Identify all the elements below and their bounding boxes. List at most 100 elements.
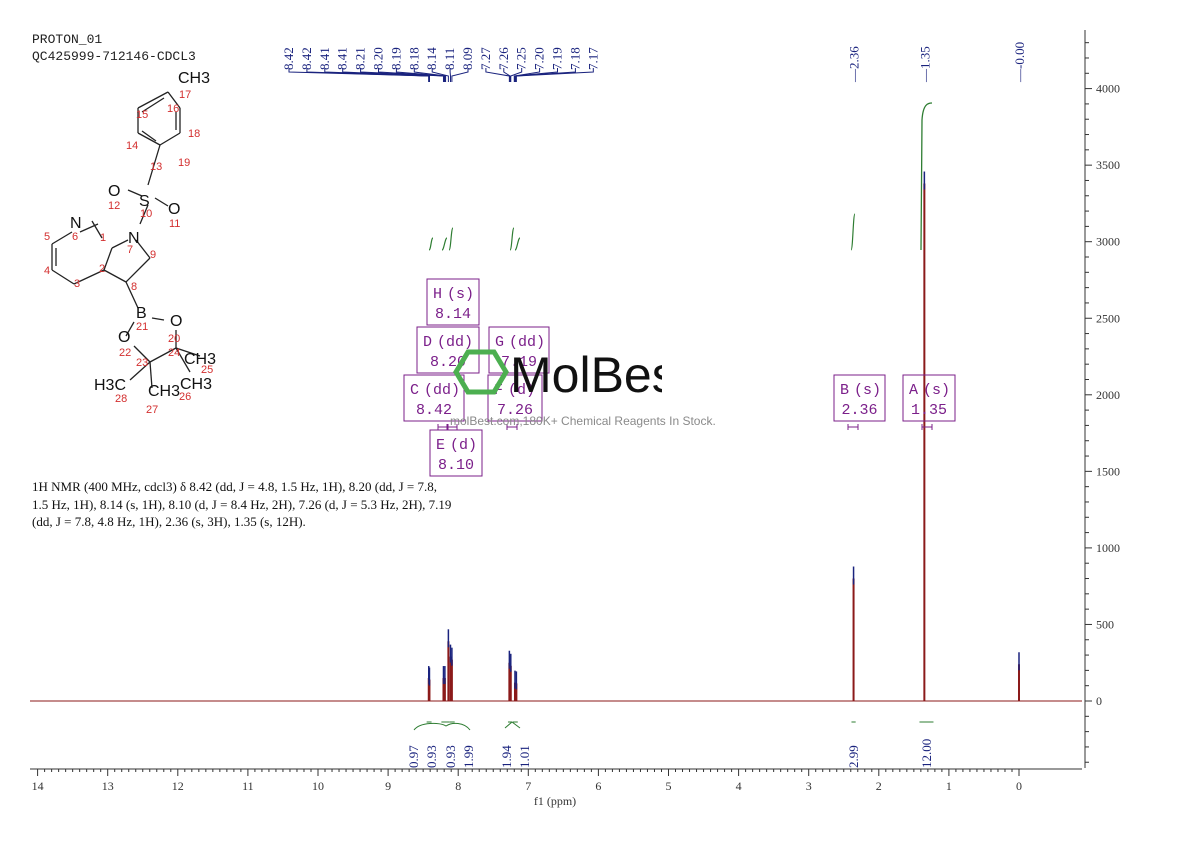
structure-bond (73, 269, 105, 285)
structure-atom-label: 5 (44, 231, 50, 243)
multiplet-box (403, 374, 465, 422)
multiplet-box (487, 374, 543, 422)
peak-shift-label: 8.21 (353, 47, 368, 70)
y-tick-label: 1500 (1096, 464, 1120, 478)
structure-bond (127, 189, 143, 197)
structure-atom-label: O (108, 183, 120, 200)
peak-label-leader (514, 68, 558, 82)
structure-atom-label: 24 (168, 347, 180, 359)
structure-bond (129, 361, 151, 381)
peak-shift-label: 7.25 (514, 47, 529, 70)
peak-shift-label: 8.42 (299, 47, 314, 70)
multiplet-letter: F (494, 382, 503, 399)
structure-bond (91, 220, 103, 239)
multiplet-shift: 7.19 (501, 354, 537, 371)
nmr-data-summary: 1H NMR (400 MHz, cdcl3) δ 8.42 (dd, J = … (32, 479, 452, 529)
y-tick-label: 500 (1096, 617, 1114, 631)
structure-atom-label: O (170, 313, 182, 330)
integral-value: 1.94 (499, 745, 514, 768)
peak-label-leader (431, 68, 449, 82)
structure-atom-label: CH3 (178, 70, 210, 87)
structure-atom-label: 16 (167, 103, 179, 115)
structure-atom-label: 20 (168, 333, 180, 345)
peak-shift-label: 7.19 (550, 47, 565, 70)
structure-atom-label: 7 (127, 244, 133, 256)
multiplet-type: (dd) (509, 334, 545, 351)
structure-bond (159, 132, 181, 146)
structure-bond (103, 247, 113, 271)
peak-shift-label: 7.18 (567, 47, 582, 70)
structure-bond (137, 132, 161, 146)
structure-bond (175, 347, 201, 357)
structure-atom-label: 13 (150, 161, 162, 173)
peak-shift-label: 8.41 (317, 47, 332, 70)
integral-value: 1.99 (461, 745, 476, 768)
structure-atom-label: N (70, 215, 82, 232)
multiplet-letter: C (410, 382, 419, 399)
structure-atom-label: 12 (108, 200, 120, 212)
multiplet-shift: 8.42 (416, 402, 452, 419)
structure-atom-label: CH3 (180, 376, 212, 393)
multiplet-type: (dd) (424, 382, 460, 399)
multiplet-shift: 1.35 (911, 402, 947, 419)
x-tick-label: 13 (102, 779, 114, 793)
integral-value: 2.99 (846, 745, 861, 768)
peak-shift-label: 8.42 (281, 47, 296, 70)
structure-atom-label: 2 (99, 263, 105, 275)
structure-atom-label: 18 (188, 128, 200, 140)
peak-label-leader (395, 68, 446, 82)
structure-atom-label: 1 (100, 232, 106, 244)
multiplet-range-marker (847, 424, 859, 430)
multiplet-letter: E (436, 437, 445, 454)
structure-bond (139, 204, 149, 225)
integral-curve (509, 227, 515, 251)
structure-atom-label: 23 (136, 357, 148, 369)
peak-shift-label: 7.20 (532, 47, 547, 70)
multiplet-box (426, 278, 480, 326)
peak-shift-label: 8.14 (424, 47, 439, 70)
peak-shift-label: 8.41 (335, 47, 350, 70)
multiplet-shift: 7.26 (497, 402, 533, 419)
peak-shift-label: 8.18 (406, 47, 421, 70)
peak-shift-label: 8.11 (442, 48, 457, 70)
peak-label-leader (503, 68, 511, 82)
multiplet-letter: H (433, 286, 442, 303)
structure-atom-label: 14 (126, 140, 138, 152)
integral-value: 0.97 (406, 745, 421, 768)
peak-label-leader (510, 68, 523, 82)
structure-atom-label: 15 (136, 109, 148, 121)
y-tick-label: 4000 (1096, 82, 1120, 96)
multiplet-type: (s) (854, 382, 881, 399)
integral-curve (920, 102, 933, 251)
integral-curve (850, 213, 856, 251)
peak-label-leader (515, 68, 594, 82)
peak-shift-label: 7.26 (496, 47, 511, 70)
multiplet-shift: 2.36 (841, 402, 877, 419)
structure-atom-label: 28 (115, 393, 127, 405)
peak-label-leader (360, 68, 444, 82)
structure-atom-label: 4 (44, 265, 50, 277)
structure-bond (125, 321, 135, 337)
x-tick-label: 1 (946, 779, 952, 793)
y-tick-label: 1000 (1096, 541, 1120, 555)
structure-bond (51, 269, 75, 285)
structure-bond (141, 97, 165, 113)
peak-label-leader (378, 68, 445, 82)
structure-atom-label: 9 (150, 249, 156, 261)
x-tick-label: 10 (312, 779, 324, 793)
integral-curve (514, 237, 521, 251)
molbest-logo: MolBest (453, 347, 662, 398)
structure-atom-label: 25 (201, 364, 213, 376)
multiplet-letter: A (909, 382, 918, 399)
x-tick-label: 11 (242, 779, 254, 793)
x-tick-label: 3 (806, 779, 812, 793)
multiplet-range-marker (506, 424, 518, 430)
integral-curve (428, 237, 434, 251)
multiplet-letter: B (840, 382, 849, 399)
structure-atom-label: 19 (178, 157, 190, 169)
experiment-name: PROTON_01 (32, 32, 103, 47)
y-tick-label: 2500 (1096, 311, 1120, 325)
structure-bond (135, 239, 151, 259)
multiplet-range-marker (921, 424, 933, 430)
structure-atom-label: 8 (131, 281, 137, 293)
